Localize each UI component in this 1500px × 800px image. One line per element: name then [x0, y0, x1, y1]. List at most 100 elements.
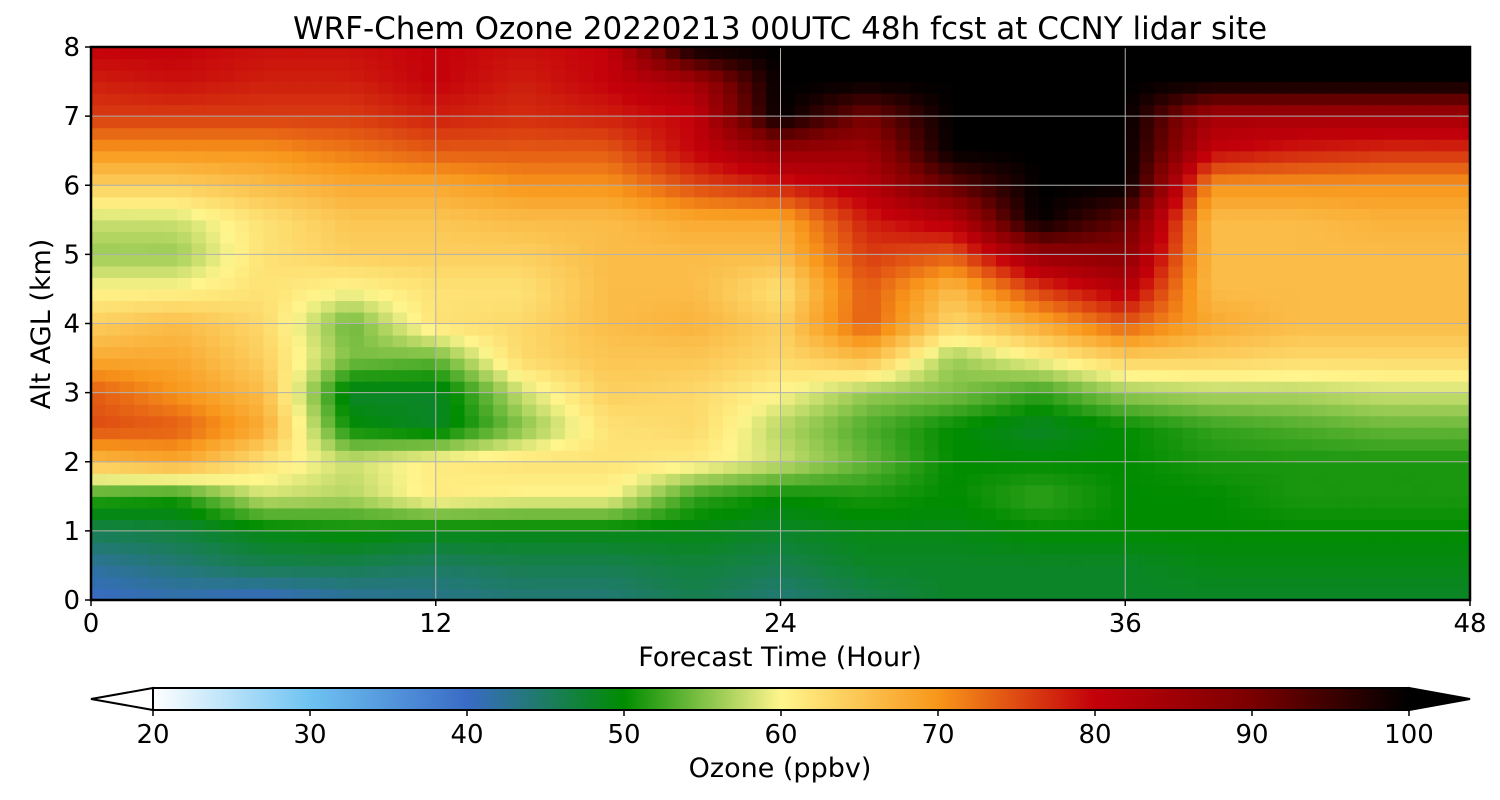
- ozone-cell: [766, 196, 782, 209]
- ozone-cell: [1240, 104, 1256, 117]
- ozone-cell: [852, 150, 868, 163]
- ozone-cell: [1053, 116, 1069, 129]
- ozone-cell: [1182, 484, 1198, 497]
- ozone-cell: [450, 300, 466, 313]
- ozone-cell: [536, 242, 552, 255]
- ozone-cell: [521, 242, 537, 255]
- ozone-cell: [1010, 507, 1026, 520]
- ozone-cell: [579, 369, 595, 382]
- ozone-cell: [823, 93, 839, 106]
- ozone-cell: [622, 576, 638, 590]
- ozone-cell: [292, 346, 308, 359]
- ozone-cell: [1326, 507, 1342, 520]
- ozone-cell: [234, 404, 250, 417]
- ozone-cell: [780, 358, 796, 371]
- ozone-cell: [493, 104, 509, 117]
- ozone-cell: [378, 507, 394, 520]
- ozone-cell: [794, 450, 810, 463]
- ozone-cell: [392, 58, 408, 71]
- ozone-cell: [1254, 369, 1270, 382]
- ozone-cell: [1168, 162, 1184, 175]
- ozone-cell: [1254, 565, 1270, 578]
- ozone-cell: [1182, 185, 1198, 198]
- ozone-cell: [1125, 484, 1141, 497]
- ozone-cell: [565, 185, 580, 198]
- ozone-cell: [320, 127, 336, 140]
- ozone-cell: [292, 277, 308, 290]
- ozone-cell: [205, 265, 221, 279]
- ozone-cell: [91, 381, 106, 394]
- ozone-cell: [1441, 196, 1457, 209]
- ozone-cell: [909, 231, 925, 244]
- ozone-cell: [1355, 127, 1371, 140]
- ozone-cell: [320, 150, 336, 163]
- ozone-cell: [521, 335, 537, 348]
- ozone-cell: [162, 346, 178, 359]
- ozone-cell: [909, 335, 925, 348]
- ozone-cell: [679, 93, 695, 106]
- ozone-cell: [249, 81, 264, 94]
- ozone-cell: [1010, 530, 1026, 543]
- ozone-cell: [1441, 404, 1457, 417]
- ozone-cell: [1297, 530, 1313, 543]
- ozone-cell: [205, 427, 221, 440]
- ozone-cell: [1125, 369, 1141, 382]
- ozone-cell: [421, 127, 437, 140]
- ozone-cell: [1110, 530, 1126, 543]
- ozone-cell: [249, 438, 264, 451]
- ozone-cell: [521, 473, 537, 486]
- ozone-cell: [1455, 70, 1470, 83]
- ozone-cell: [1369, 47, 1385, 60]
- ozone-cell: [1110, 242, 1126, 255]
- ozone-cell: [435, 576, 451, 590]
- ozone-cell: [593, 473, 609, 486]
- ozone-cell: [679, 427, 695, 440]
- ozone-cell: [1110, 588, 1126, 600]
- ozone-cell: [234, 473, 250, 486]
- ozone-cell: [579, 473, 595, 486]
- ozone-cell: [952, 300, 968, 313]
- ozone-cell: [1096, 415, 1112, 428]
- ozone-cell: [636, 127, 652, 140]
- ozone-cell: [1240, 93, 1256, 106]
- ozone-cell: [780, 162, 796, 175]
- ozone-cell: [177, 415, 193, 428]
- ozone-cell: [177, 162, 193, 175]
- ozone-cell: [1010, 415, 1026, 428]
- ozone-cell: [708, 104, 724, 117]
- ozone-cell: [895, 415, 911, 428]
- ozone-cell: [1268, 323, 1284, 336]
- ozone-cell: [1067, 438, 1083, 451]
- ozone-cell: [694, 104, 710, 117]
- ozone-cell: [1053, 323, 1069, 336]
- ozone-cell: [1110, 288, 1126, 302]
- ozone-cell: [1168, 392, 1184, 405]
- ozone-cell: [1240, 162, 1256, 175]
- ozone-cell: [205, 81, 221, 94]
- ozone-cell: [1240, 381, 1256, 394]
- ozone-cell: [636, 473, 652, 486]
- ozone-cell: [679, 553, 695, 567]
- ozone-cell: [837, 565, 853, 578]
- ozone-cell: [1067, 588, 1083, 600]
- ozone-cell: [579, 496, 595, 509]
- ozone-cell: [493, 484, 509, 497]
- ozone-cell: [952, 346, 968, 359]
- ozone-cell: [392, 473, 408, 486]
- ozone-cell: [1082, 404, 1098, 417]
- ozone-cell: [220, 58, 236, 71]
- ozone-cell: [320, 542, 336, 555]
- ozone-cell: [1139, 404, 1155, 417]
- ozone-cell: [450, 196, 466, 209]
- ozone-cell: [292, 265, 308, 279]
- ozone-cell: [162, 127, 178, 140]
- ozone-cell: [1125, 542, 1141, 555]
- ozone-cell: [751, 208, 767, 221]
- ozone-cell: [119, 404, 135, 417]
- ozone-cell: [191, 208, 207, 221]
- ozone-cell: [450, 265, 466, 279]
- ozone-cell: [981, 576, 997, 590]
- ozone-cell: [895, 381, 911, 394]
- ozone-cell: [1240, 254, 1256, 267]
- ozone-cell: [694, 81, 710, 94]
